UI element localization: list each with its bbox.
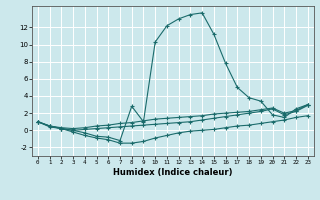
X-axis label: Humidex (Indice chaleur): Humidex (Indice chaleur) [113, 168, 233, 177]
